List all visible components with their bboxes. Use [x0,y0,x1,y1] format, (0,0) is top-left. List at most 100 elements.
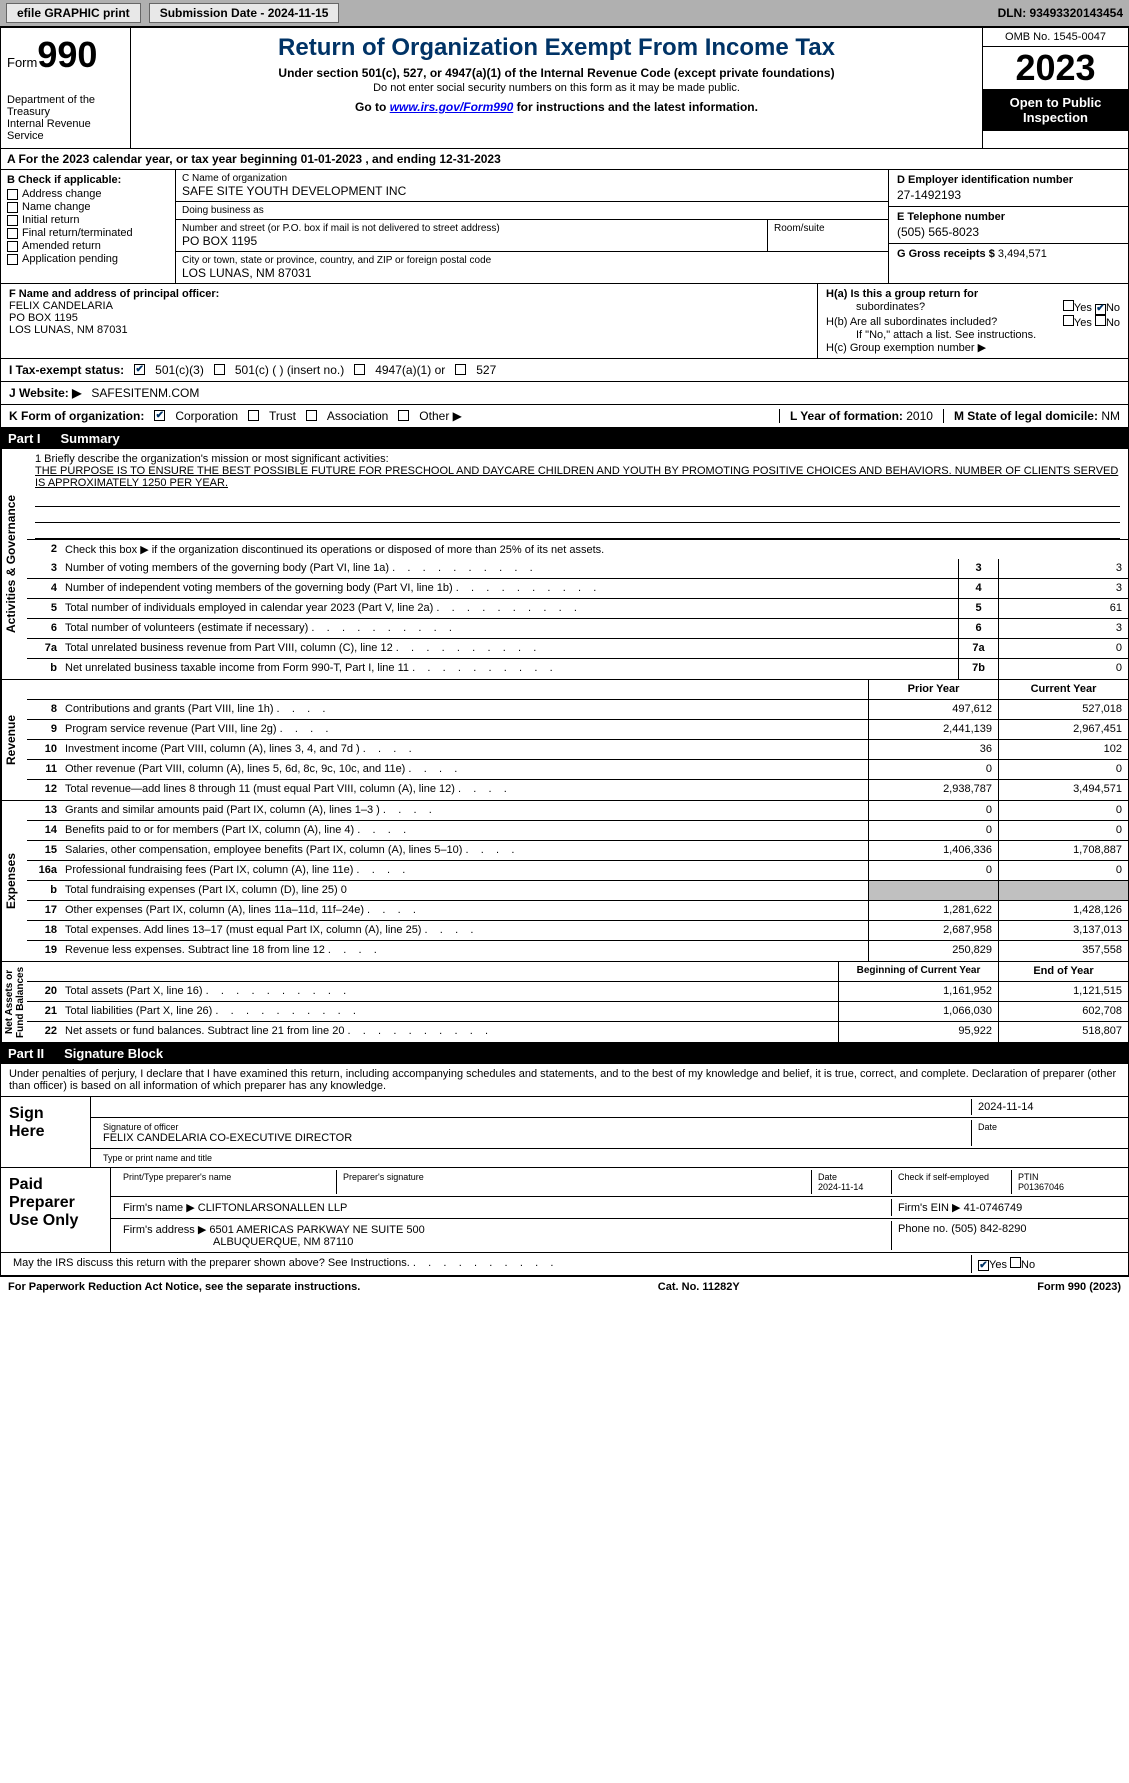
summary-line: 22 Net assets or fund balances. Subtract… [27,1022,1128,1042]
sig-officer-cell [97,1099,972,1115]
blank-line [35,491,1120,507]
discuss-no-checkbox[interactable] [1010,1257,1021,1268]
k-trust-checkbox[interactable] [248,410,259,421]
line-num: 14 [27,821,61,840]
j-row: J Website: ▶ SAFESITENM.COM [0,382,1129,405]
line-num: 20 [27,982,61,1001]
line2-text: Check this box ▶ if the organization dis… [61,540,1128,559]
checkbox-amended-return[interactable] [7,241,18,252]
line-text: Total revenue—add lines 8 through 11 (mu… [61,780,868,800]
efile-print-button[interactable]: efile GRAPHIC print [6,3,141,23]
footer-right: Form 990 (2023) [1037,1281,1121,1293]
line-num: 3 [27,559,61,578]
chk-label: Initial return [22,214,79,226]
k-corp-checkbox[interactable] [154,410,165,421]
vtab-rev: Revenue [1,680,27,800]
goto-suffix: for instructions and the latest informat… [513,100,758,114]
header-right: OMB No. 1545-0047 2023 Open to Public In… [983,28,1128,148]
part1-title: Summary [61,431,120,446]
sig-date-cell: 2024-11-14 [972,1099,1122,1115]
checkbox-initial-return[interactable] [7,215,18,226]
line-num: 6 [27,619,61,638]
line-num: 13 [27,801,61,820]
yes-label: Yes [989,1259,1007,1271]
form-note: Do not enter social security numbers on … [141,82,972,94]
mission-label: 1 Briefly describe the organization's mi… [35,453,1120,465]
summary-line: b Net unrelated business taxable income … [27,659,1128,679]
officer-name-title: FELIX CANDELARIA CO-EXECUTIVE DIRECTOR [103,1132,352,1144]
part2-num: Part II [8,1046,44,1061]
form-label: Form [7,55,37,70]
f-label: F Name and address of principal officer: [9,288,809,300]
topbar: efile GRAPHIC print Submission Date - 20… [0,0,1129,27]
room-label: Room/suite [774,223,882,234]
firm-phone-cell: Phone no. (505) 842-8290 [892,1221,1122,1250]
line-value: 0 [998,639,1128,658]
col-d: D Employer identification number 27-1492… [888,170,1128,283]
form-990: 990 [37,34,97,75]
col-c: C Name of organization SAFE SITE YOUTH D… [176,170,888,283]
discuss-text: May the IRS discuss this return with the… [7,1255,972,1274]
ha-no-checkbox[interactable] [1095,304,1106,315]
current-value: 0 [998,821,1128,840]
blank-line [35,507,1120,523]
prior-value: 1,161,952 [838,982,998,1001]
checkbox-final-return[interactable] [7,228,18,239]
current-value: 518,807 [998,1022,1128,1042]
line-num: 2 [27,540,61,559]
firm-ein-cell: Firm's EIN ▶ 41-0746749 [892,1199,1122,1216]
ha-yes-checkbox[interactable] [1063,300,1074,311]
prep-date-label: Date [818,1172,837,1182]
i-opt1: 501(c)(3) [155,363,204,377]
i-501c3-checkbox[interactable] [134,364,145,375]
line-box: 6 [958,619,998,638]
checkbox-address-change[interactable] [7,189,18,200]
i-opt2: 501(c) ( ) (insert no.) [235,363,344,377]
firm-addr1: 6501 AMERICAS PARKWAY NE SUITE 500 [209,1224,424,1236]
yes-label: Yes [1074,302,1092,314]
i-527-checkbox[interactable] [455,364,466,375]
line-text: Other expenses (Part IX, column (A), lin… [61,901,868,920]
paid-prep-label: Paid Preparer Use Only [1,1168,111,1252]
submission-date-button[interactable]: Submission Date - 2024-11-15 [149,3,340,23]
self-emp-cell: Check if self-employed [892,1170,1012,1194]
rev-section: Revenue Prior Year Current Year 8 Contri… [0,680,1129,801]
gross-cell: G Gross receipts $ 3,494,571 [889,244,1128,264]
header-left: Form990 Department of the Treasury Inter… [1,28,131,148]
room-cell: Room/suite [768,220,888,252]
goto-link[interactable]: www.irs.gov/Form990 [390,100,514,114]
line-num: 9 [27,720,61,739]
sign-here-label: Sign Here [1,1097,91,1167]
summary-line: 18 Total expenses. Add lines 13–17 (must… [27,921,1128,941]
line-text: Total assets (Part X, line 16) [61,982,838,1001]
hb-no-checkbox[interactable] [1095,315,1106,326]
line-text: Revenue less expenses. Subtract line 18 … [61,941,868,961]
k-other-checkbox[interactable] [398,410,409,421]
l-value: 2010 [906,409,933,423]
k-assoc-checkbox[interactable] [306,410,317,421]
hb-yes-checkbox[interactable] [1063,315,1074,326]
prior-value: 250,829 [868,941,998,961]
m-cell: M State of legal domicile: NM [943,409,1120,423]
chk-label: Address change [22,188,102,200]
m-label: M State of legal domicile: [954,409,1098,423]
discuss-yes-checkbox[interactable] [978,1260,989,1271]
firm-ein-label: Firm's EIN ▶ [898,1202,961,1214]
current-value: 602,708 [998,1002,1128,1021]
i-501c-checkbox[interactable] [214,364,225,375]
line-num: 8 [27,700,61,719]
hc-label: H(c) Group exemption number ▶ [826,341,1120,354]
i-4947-checkbox[interactable] [354,364,365,375]
checkbox-application-pending[interactable] [7,254,18,265]
officer-addr1: PO BOX 1195 [9,312,809,324]
goto-line: Go to www.irs.gov/Form990 for instructio… [141,100,972,114]
line-text: Program service revenue (Part VIII, line… [61,720,868,739]
ptin-value: P01367046 [1018,1182,1064,1192]
sig-label: Signature of officer [103,1122,178,1132]
summary-line: 13 Grants and similar amounts paid (Part… [27,801,1128,821]
current-value: 1,428,126 [998,901,1128,920]
current-value: 2,967,451 [998,720,1128,739]
ein-value: 27-1492193 [897,188,1120,202]
line-text: Total expenses. Add lines 13–17 (must eq… [61,921,868,940]
checkbox-name-change[interactable] [7,202,18,213]
